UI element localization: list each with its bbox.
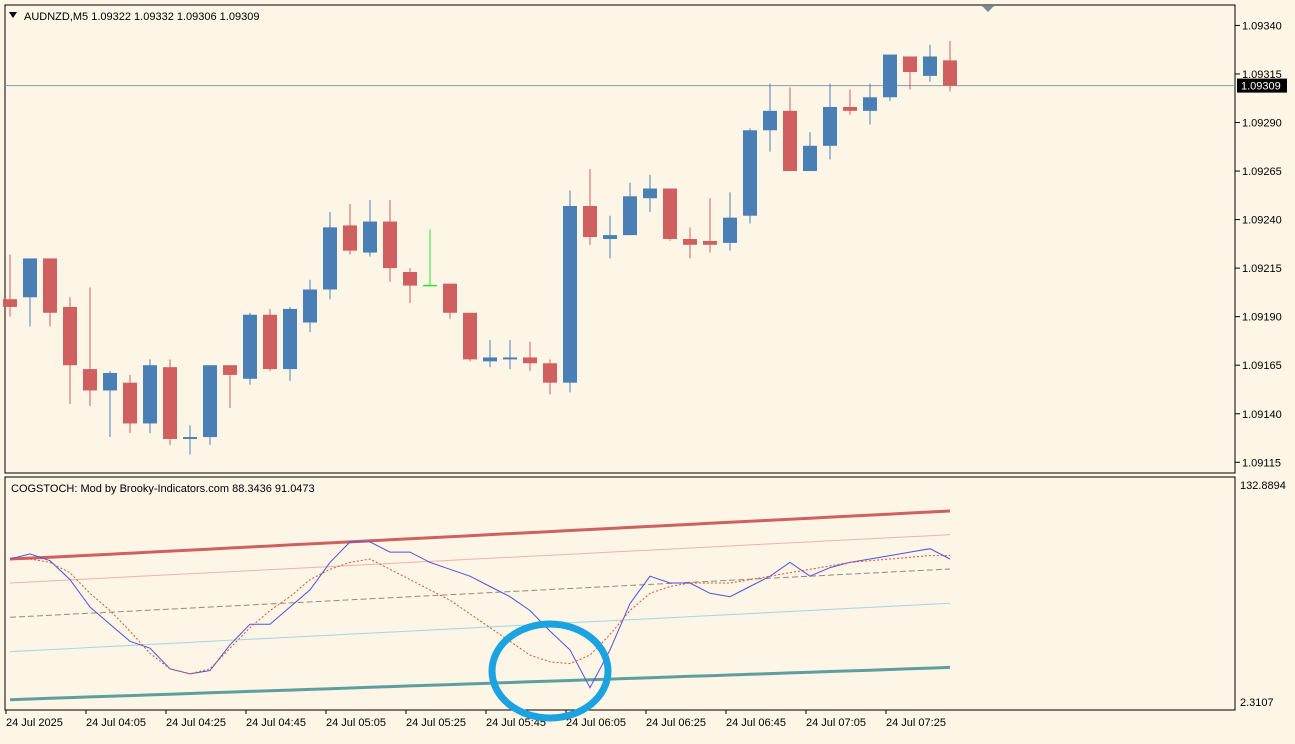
time-tick-label: 24 Jul 06:25 xyxy=(646,717,706,729)
candle xyxy=(263,308,277,372)
current-price-label: 1.09309 xyxy=(1241,81,1281,93)
candle xyxy=(703,198,717,253)
candle xyxy=(3,254,17,317)
candle xyxy=(443,283,457,319)
indicator-max-label: 132.8894 xyxy=(1240,480,1286,492)
candle xyxy=(623,182,637,236)
indicator-lines xyxy=(9,509,951,702)
candle xyxy=(63,297,77,405)
candle xyxy=(903,56,917,90)
candle xyxy=(103,371,117,438)
candle xyxy=(723,192,737,251)
upper-band-line xyxy=(9,509,951,561)
time-tick-label: 24 Jul 05:45 xyxy=(486,717,546,729)
candle xyxy=(743,128,757,224)
candle xyxy=(823,83,837,160)
candle xyxy=(683,227,697,259)
lower-band-line xyxy=(9,665,951,702)
candle xyxy=(603,215,617,259)
candle xyxy=(923,44,937,82)
price-tick-label: 1.09165 xyxy=(1242,360,1282,372)
time-tick-label: 24 Jul 07:25 xyxy=(886,717,946,729)
candle xyxy=(883,54,897,102)
candle xyxy=(863,83,877,125)
mid-line xyxy=(9,568,951,618)
candle xyxy=(523,341,537,372)
price-tick-label: 1.09240 xyxy=(1242,215,1282,227)
candle xyxy=(483,339,497,368)
candle xyxy=(543,359,557,395)
price-tick-label: 1.09115 xyxy=(1242,457,1281,469)
indicator-header: COGSTOCH: Mod by Brooky-Indicators.com 8… xyxy=(11,483,315,495)
candle xyxy=(843,89,857,115)
candle xyxy=(583,169,597,245)
signal-line xyxy=(10,555,950,675)
time-axis: 24 Jul 2025 24 Jul 04:05 24 Jul 04:25 24 Ju… xyxy=(5,710,946,729)
candlestick-series xyxy=(3,40,957,455)
price-tick-label: 1.09315 xyxy=(1242,69,1282,81)
candle xyxy=(403,268,417,304)
candle xyxy=(223,365,237,408)
candle xyxy=(23,258,37,327)
price-tick-label: 1.09265 xyxy=(1242,166,1282,178)
candle xyxy=(383,200,397,282)
candle xyxy=(943,40,957,92)
time-tick-label: 24 Jul 07:05 xyxy=(806,717,866,729)
price-tick-label: 1.09340 xyxy=(1242,20,1282,32)
candle xyxy=(283,306,297,381)
price-tick-label: 1.09140 xyxy=(1242,409,1282,421)
candle xyxy=(643,174,657,212)
main-panel-frame xyxy=(4,4,1236,474)
indicator-min-label: 2.3107 xyxy=(1240,697,1274,709)
candle xyxy=(123,374,137,434)
candle xyxy=(463,312,477,362)
upper-inner-band-line xyxy=(9,534,951,584)
candle xyxy=(363,200,377,257)
symbol-header: AUDNZD,M5 1.09322 1.09332 1.09306 1.0930… xyxy=(24,11,259,23)
time-tick-label: 24 Jul 06:05 xyxy=(566,717,626,729)
candle xyxy=(343,204,357,255)
candle xyxy=(663,188,677,241)
collapse-triangle-icon[interactable] xyxy=(9,12,17,18)
candle xyxy=(563,190,577,393)
time-tick-label: 24 Jul 05:25 xyxy=(406,717,466,729)
candle xyxy=(783,87,797,172)
time-tick-label: 24 Jul 2025 xyxy=(6,717,63,729)
indicator-panel-frame xyxy=(4,476,1236,711)
candle xyxy=(803,132,817,172)
price-tick-label: 1.09215 xyxy=(1242,263,1282,275)
chart-shift-marker-icon[interactable] xyxy=(982,6,994,12)
candle xyxy=(323,211,337,300)
candle xyxy=(423,229,437,287)
stoch-line xyxy=(9,541,951,689)
candle xyxy=(183,425,197,455)
lower-inner-band-line xyxy=(9,602,951,653)
candle xyxy=(303,279,317,333)
candle xyxy=(43,258,57,327)
candle xyxy=(243,312,257,385)
time-tick-label: 24 Jul 04:05 xyxy=(86,717,146,729)
time-tick-label: 24 Jul 05:05 xyxy=(326,717,386,729)
candle xyxy=(143,359,157,434)
candle xyxy=(203,365,217,445)
price-axis: 1.09340 1.09315 1.09290 1.09265 1.09240 1.092… xyxy=(5,20,1282,469)
current-price-badge: 1.09309 xyxy=(1237,78,1287,93)
candle xyxy=(83,287,97,406)
time-tick-label: 24 Jul 04:25 xyxy=(166,717,226,729)
candle xyxy=(763,83,777,152)
time-tick-label: 24 Jul 06:45 xyxy=(726,717,786,729)
time-tick-label: 24 Jul 04:45 xyxy=(246,717,306,729)
highlight-circle xyxy=(488,620,612,722)
price-tick-label: 1.09190 xyxy=(1242,312,1282,324)
price-tick-label: 1.09290 xyxy=(1242,118,1282,130)
candle xyxy=(503,339,517,370)
candle xyxy=(163,359,177,445)
